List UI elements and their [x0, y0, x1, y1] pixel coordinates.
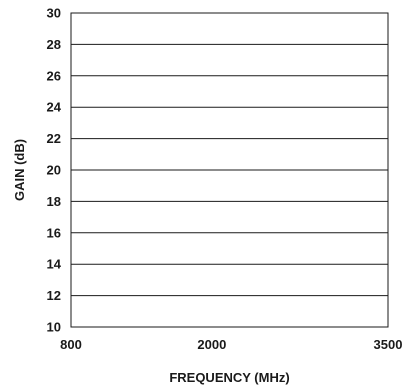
y-tick-label: 30	[47, 6, 61, 21]
x-tick-label: 3500	[374, 337, 403, 352]
y-tick-label: 18	[47, 194, 61, 209]
x-axis-label: FREQUENCY (MHz)	[169, 370, 289, 385]
y-tick-label: 20	[47, 163, 61, 178]
y-tick-labels: 10 12 14 16 18 20 22 24 26 28 30	[47, 6, 62, 335]
y-tick-label: 28	[47, 37, 61, 52]
x-tick-labels: 800 2000 3500	[60, 337, 402, 352]
x-tick-label: 2000	[197, 337, 226, 352]
y-tick-label: 22	[47, 131, 61, 146]
y-tick-label: 24	[47, 100, 62, 115]
y-tick-label: 26	[47, 68, 61, 83]
horizontal-gridlines	[71, 43, 388, 297]
y-axis-label: GAIN (dB)	[12, 139, 27, 201]
y-tick-label: 10	[47, 320, 61, 335]
x-tick-label: 800	[60, 337, 82, 352]
y-tick-label: 12	[47, 288, 61, 303]
y-tick-label: 16	[47, 225, 61, 240]
y-tick-label: 14	[47, 257, 62, 272]
plot-frame	[70, 12, 389, 328]
